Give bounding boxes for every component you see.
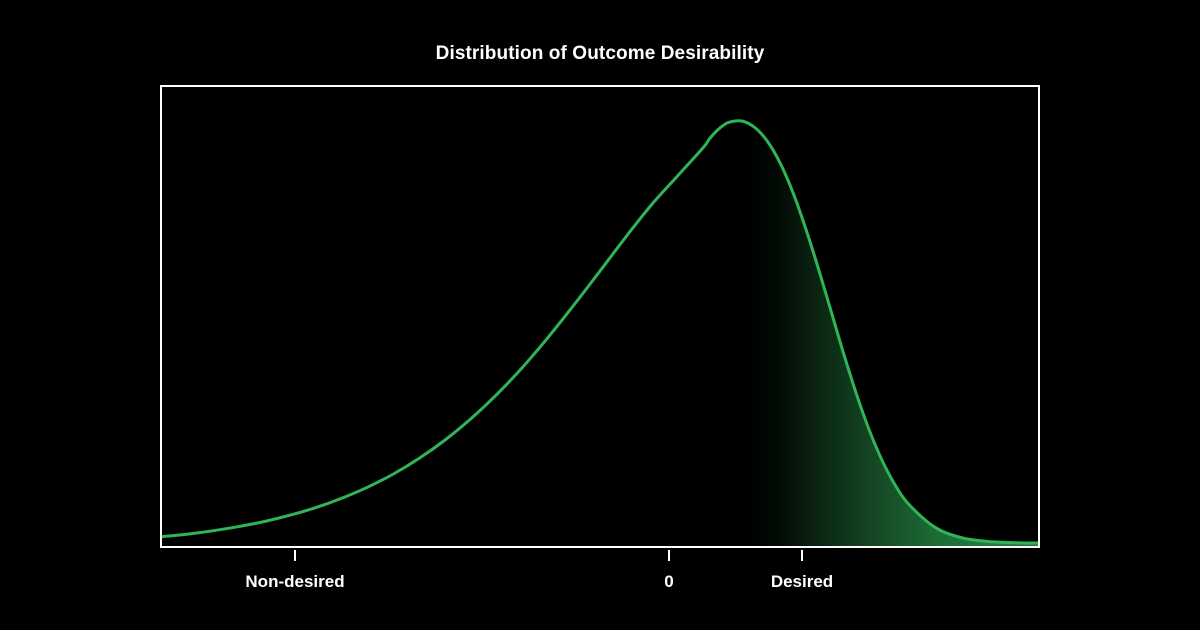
tick-mark-non-desired	[294, 550, 296, 561]
chart-title: Distribution of Outcome Desirability	[435, 43, 765, 64]
tick-label-desired: Desired	[770, 572, 834, 591]
density-curve-path	[162, 119, 1038, 545]
tick-label-non-desired: Non-desired	[245, 572, 345, 591]
distribution-curve-plot	[162, 119, 1038, 546]
plot-area	[160, 85, 1040, 548]
tick-mark-zero	[668, 550, 670, 561]
tick-mark-desired	[801, 550, 803, 561]
area-fill-group	[574, 120, 1038, 546]
area-fill-path	[574, 120, 1038, 546]
tick-label-zero: 0	[664, 572, 674, 591]
curve-line-group	[162, 119, 1038, 545]
